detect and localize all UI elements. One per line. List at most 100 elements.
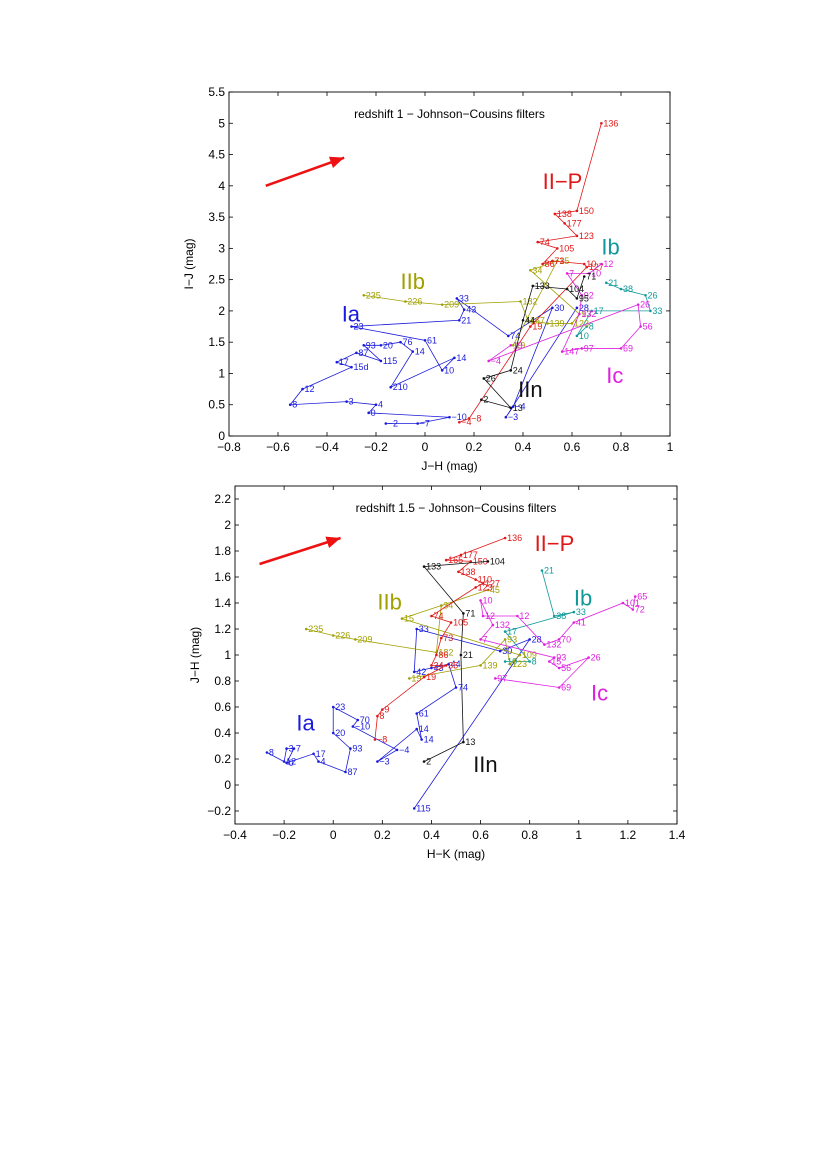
data-point xyxy=(540,569,544,572)
data-point-label: 150 xyxy=(579,206,594,216)
data-point xyxy=(381,708,384,711)
data-point-label: 2 xyxy=(426,757,431,767)
data-point xyxy=(362,293,366,297)
data-point xyxy=(474,586,477,589)
data-point-label: 15d xyxy=(354,362,369,372)
data-point xyxy=(462,308,466,311)
data-point xyxy=(587,272,591,275)
data-point xyxy=(531,284,535,288)
data-point xyxy=(552,656,556,659)
data-point-label: 177 xyxy=(567,218,582,228)
x-tick-label: 0.2 xyxy=(374,828,391,842)
data-point xyxy=(528,638,531,641)
x-axis-label: H−K (mag) xyxy=(427,847,485,861)
data-point-label: 0 xyxy=(289,758,294,768)
data-point xyxy=(480,398,483,402)
series-line xyxy=(374,537,506,740)
y-tick-label: 0.4 xyxy=(214,726,231,740)
series-name-label: Ib xyxy=(574,586,592,611)
data-point-label: 12 xyxy=(519,611,529,621)
data-point-label: 23 xyxy=(354,322,364,332)
y-tick-label: 5 xyxy=(218,116,225,130)
data-point xyxy=(440,303,444,306)
data-point xyxy=(435,653,438,657)
data-point-label: 4 xyxy=(378,400,383,410)
y-tick-label: 0.6 xyxy=(214,700,231,714)
x-tick-label: 0.2 xyxy=(466,440,483,454)
data-point-label: 14 xyxy=(424,735,434,745)
y-tick-label: 1.2 xyxy=(214,622,231,636)
y-tick-label: 2.2 xyxy=(214,492,231,506)
data-point-label: −4 xyxy=(461,417,471,427)
data-point xyxy=(548,660,551,663)
data-point-label: 8 xyxy=(292,400,297,410)
data-point xyxy=(575,334,579,338)
data-point xyxy=(416,422,419,425)
data-point-label: 209 xyxy=(444,300,459,310)
data-point xyxy=(439,604,443,607)
data-point xyxy=(459,553,463,557)
data-point-label: 123 xyxy=(574,318,589,328)
data-point xyxy=(376,714,379,718)
data-point xyxy=(570,322,574,325)
data-point-label: −8 xyxy=(471,413,481,423)
data-point-label: 8 xyxy=(269,748,274,758)
data-point-label: 73 xyxy=(554,256,564,266)
data-point xyxy=(582,262,586,266)
data-point-label: −4 xyxy=(491,356,501,366)
x-tick-label: 0.6 xyxy=(472,828,489,842)
data-point xyxy=(580,293,584,297)
data-point xyxy=(585,265,588,269)
data-point xyxy=(521,318,525,322)
data-point-label: 105 xyxy=(453,618,468,628)
data-point-label: 33 xyxy=(576,607,586,617)
data-point-label: 177 xyxy=(463,550,478,560)
data-point-label: −2 xyxy=(388,418,398,428)
data-point-label: 19 xyxy=(515,340,525,350)
data-point-label: 86 xyxy=(438,650,448,660)
y-tick-label: −0.2 xyxy=(207,804,231,818)
data-point-label: −10 xyxy=(452,412,467,422)
data-point-label: 115 xyxy=(416,803,430,813)
data-point-label: 132 xyxy=(546,640,561,650)
data-point-label: 43 xyxy=(466,305,476,315)
data-point xyxy=(590,309,593,313)
x-tick-label: −0.4 xyxy=(223,828,247,842)
data-point-label: 30 xyxy=(554,303,564,313)
data-point xyxy=(486,588,490,592)
data-point xyxy=(458,420,461,424)
data-point-label: 74 xyxy=(458,683,468,693)
data-point xyxy=(543,643,546,646)
data-point-label: −3 xyxy=(379,757,389,767)
data-point-label: 19 xyxy=(411,673,421,683)
data-point-label: 14 xyxy=(456,353,466,363)
data-point-label: 8 xyxy=(589,322,594,332)
data-point xyxy=(331,705,335,709)
data-point-label: 15 xyxy=(404,614,414,624)
data-point xyxy=(503,630,507,633)
data-point-label: 3 xyxy=(349,397,354,407)
data-point xyxy=(541,262,544,266)
series-ib: 21 38 33 17 8 10 Ib xyxy=(503,566,592,667)
data-point xyxy=(546,322,549,325)
data-point xyxy=(509,369,513,372)
data-point-label: −7 xyxy=(420,418,430,428)
data-point-label: 133 xyxy=(426,562,441,572)
data-point-label: 93 xyxy=(366,340,376,350)
data-point xyxy=(312,752,315,756)
data-point xyxy=(408,677,411,680)
data-point xyxy=(572,610,576,614)
data-point-label: 138 xyxy=(460,567,475,577)
data-point xyxy=(344,770,347,774)
data-point xyxy=(536,240,539,244)
x-tick-label: 0.8 xyxy=(521,828,538,842)
data-point xyxy=(503,660,507,663)
data-point-label: 70 xyxy=(561,634,571,644)
data-point xyxy=(412,670,416,674)
data-point-label: 167 xyxy=(530,315,545,325)
data-point xyxy=(565,272,569,275)
data-point-label: 9 xyxy=(384,705,389,715)
data-point-label: 28 xyxy=(579,303,589,313)
